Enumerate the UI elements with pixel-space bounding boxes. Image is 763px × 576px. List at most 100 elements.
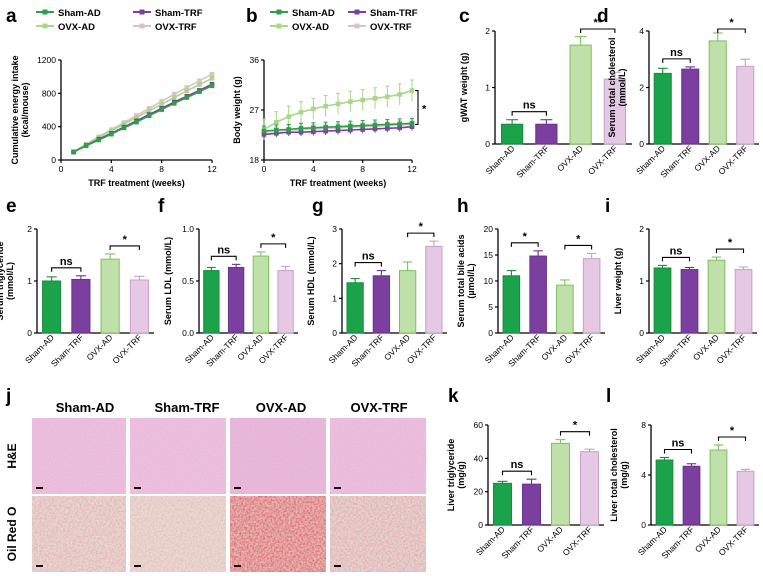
data-point: [261, 128, 267, 134]
data-point: [335, 124, 341, 129]
oil-red-o-image-ovx-trf: [330, 496, 426, 572]
legend-marker: [276, 23, 282, 29]
x-tick-label: OVX-TRF: [110, 332, 143, 365]
y-axis-label: Serum total cholesterol: [607, 37, 617, 137]
y-tick-label: 2: [27, 224, 32, 234]
panel-label-k: k: [448, 386, 459, 407]
significance-label: ns: [672, 438, 685, 450]
bar-sham-trf: [682, 465, 701, 526]
y-tick-label: 0: [641, 520, 646, 530]
y-tick-label: 40: [474, 453, 484, 463]
data-point: [348, 123, 353, 129]
data-point: [372, 96, 378, 101]
bar-sham-trf: [522, 483, 541, 526]
data-point: [197, 89, 202, 94]
y-tick-label: 0: [332, 328, 337, 338]
data-point: [146, 113, 152, 119]
data-point: [274, 119, 279, 125]
y-axis-label: Serum HDL (mmol/L): [306, 236, 316, 325]
panel-label-h: h: [457, 196, 469, 217]
data-point: [348, 99, 353, 104]
panel-label-b: b: [246, 6, 258, 27]
data-point: [409, 88, 415, 93]
y-tick-label: 800: [42, 88, 56, 98]
y-axis-label: gWAT weight (g): [459, 53, 469, 123]
data-point: [159, 101, 164, 107]
bar-ovx-ad: [551, 442, 570, 526]
bar-sham-trf: [227, 266, 245, 334]
significance-label: *: [576, 233, 581, 245]
histology-panel: Sham-AD Sham-TRF OVX-AD OVX-TRF H&E Oil …: [5, 400, 426, 572]
significance-bracket: [559, 431, 591, 436]
panel-label-a: a: [6, 6, 17, 27]
data-point: [83, 143, 89, 149]
bar-sham-ad: [346, 282, 364, 334]
y-axis-label: Serum LDL (mmol/L): [163, 237, 173, 325]
y-tick-label: 36: [250, 55, 260, 65]
bar-sham-trf: [529, 255, 547, 334]
legend-label-sham-ad: Sham-AD: [58, 8, 101, 19]
oil-red-o-image-sham-ad: [32, 496, 126, 572]
bar-ovx-ad: [709, 449, 728, 526]
data-point: [146, 108, 152, 114]
y-tick-label: 27: [250, 105, 260, 115]
y-tick-label: 18: [250, 155, 260, 165]
y-tick-label: 3: [332, 224, 337, 234]
data-point: [372, 122, 378, 128]
bar-sham-ad: [203, 270, 220, 334]
legend-marker: [42, 9, 48, 15]
histology-column-label: Sham-TRF: [155, 400, 220, 415]
y-tick-label: 1: [27, 276, 32, 286]
significance-label: *: [728, 237, 733, 249]
significance-bracket: [717, 28, 746, 33]
significance-label: ns: [60, 256, 73, 268]
bar-ovx-ad: [569, 44, 592, 145]
oil-red-o-image-sham-trf: [130, 496, 226, 572]
data-point: [171, 91, 177, 97]
significance-label: *: [123, 234, 128, 246]
significance-label: *: [573, 420, 578, 432]
bar-ovx-trf: [736, 470, 755, 526]
bar-ovx-ad: [708, 40, 727, 145]
series-line: [73, 85, 213, 153]
y-axis-label: Serum triglyceride: [0, 241, 5, 320]
bar-ovx-trf: [580, 451, 599, 526]
significance-bracket: [109, 245, 140, 250]
y-tick-label: 4: [641, 470, 646, 480]
significance-bracket: [260, 243, 287, 248]
legend-label-ovx-trf: OVX-TRF: [370, 22, 412, 33]
y-axis-label: Cumulative energy intake: [10, 55, 20, 164]
x-tick-label: OVX-TRF: [714, 332, 747, 365]
bar-ovx-ad: [252, 255, 270, 334]
panel-label-i: i: [605, 196, 610, 217]
significance-label: *: [729, 17, 734, 29]
data-point: [209, 71, 215, 77]
y-axis-label: Liver total cholesterol: [609, 428, 619, 522]
bar-sham-ad: [42, 280, 62, 334]
significance-label: ns: [523, 100, 536, 112]
data-point: [385, 94, 390, 99]
significance-bracket: [564, 244, 593, 250]
significance-bracket: [717, 436, 747, 441]
legend-label-ovx-ad: OVX-AD: [58, 22, 95, 33]
data-point: [298, 109, 304, 115]
data-point: [311, 125, 316, 131]
bar-ovx-trf: [277, 270, 294, 334]
bar-ovx-ad: [398, 270, 417, 334]
data-point: [274, 127, 279, 133]
data-point: [409, 121, 415, 126]
significance-label: *: [422, 104, 427, 116]
y-axis-label: (mg/g): [619, 461, 629, 489]
he-image-ovx-trf: [330, 418, 426, 494]
y-tick-label: 2: [485, 26, 490, 36]
significance-bracket: [210, 255, 237, 261]
y-tick-label: 5: [488, 302, 493, 312]
data-point: [109, 131, 114, 137]
bar-sham-trf: [372, 275, 391, 334]
legend-marker: [354, 23, 360, 29]
significance-label: ns: [217, 244, 230, 256]
bar-sham-trf: [71, 278, 91, 334]
significance-bracket: [662, 58, 691, 63]
